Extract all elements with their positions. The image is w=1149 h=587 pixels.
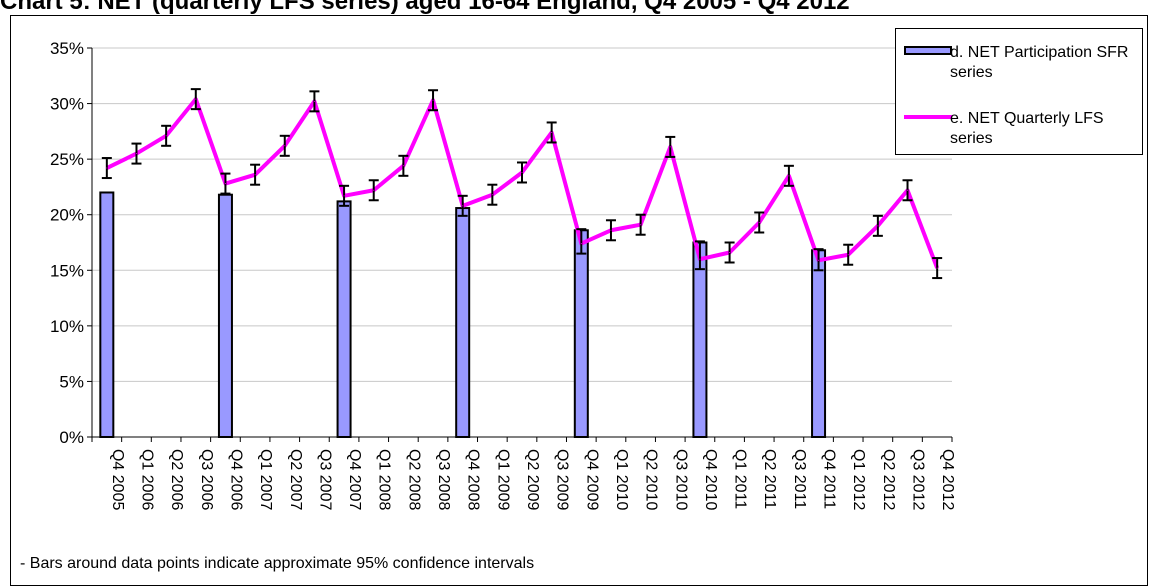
- legend-label-lfs: e. NET Quarterly LFS series: [950, 110, 1104, 147]
- x-tick-label: Q2 2009: [524, 449, 541, 510]
- lfs-data-point: [610, 229, 612, 231]
- lfs-data-point: [521, 171, 523, 173]
- x-tick-label: Q3 2010: [672, 449, 689, 510]
- y-tick-label: 0%: [59, 428, 84, 447]
- x-tick-label: Q4 2009: [583, 449, 600, 510]
- bar: [99, 191, 115, 438]
- y-tick-label: 20%: [50, 206, 84, 225]
- x-tick-label: Q4 2010: [702, 449, 719, 510]
- y-tick-label: 10%: [50, 317, 84, 336]
- bar: [692, 241, 708, 438]
- lfs-data-point: [462, 205, 464, 207]
- y-tick-label: 5%: [59, 372, 84, 391]
- x-tick-label: Q4 2011: [821, 449, 838, 509]
- bar: [455, 207, 471, 438]
- x-tick-label: Q1 2006: [138, 449, 155, 510]
- y-tick-label: 25%: [50, 150, 84, 169]
- x-tick-label: Q3 2011: [791, 449, 808, 509]
- x-tick-label: Q1 2010: [613, 449, 630, 510]
- x-tick-label: Q2 2006: [168, 449, 185, 510]
- x-tick-label: Q3 2007: [316, 449, 333, 510]
- lfs-data-point: [877, 225, 879, 227]
- chart-title: Chart 5: NET (quarterly LFS series) aged…: [0, 0, 850, 15]
- x-tick-label: Q2 2010: [643, 449, 660, 510]
- bar: [217, 193, 233, 438]
- legend: d. NET Participation SFR series e. NET Q…: [895, 28, 1143, 155]
- lfs-data-point: [373, 189, 375, 191]
- legend-bar-swatch: [904, 46, 952, 55]
- lfs-data-point: [165, 135, 167, 137]
- bar: [336, 200, 352, 438]
- x-tick-label: Q1 2009: [494, 449, 511, 510]
- lfs-data-point: [343, 195, 345, 197]
- lfs-data-point: [195, 98, 197, 100]
- lfs-data-point: [640, 224, 642, 226]
- x-tick-label: Q1 2008: [376, 449, 393, 510]
- x-tick-label: Q2 2012: [880, 449, 897, 510]
- lfs-data-point: [669, 146, 671, 148]
- x-tick-label: Q3 2009: [554, 449, 571, 510]
- lfs-data-point: [254, 174, 256, 176]
- lfs-data-point: [729, 252, 731, 254]
- lfs-data-point: [936, 267, 938, 269]
- footnote: - Bars around data points indicate appro…: [20, 555, 535, 572]
- x-tick-label: Q4 2008: [465, 449, 482, 510]
- x-tick-label: Q4 2012: [939, 449, 956, 510]
- x-tick-label: Q1 2012: [850, 449, 867, 510]
- lfs-data-point: [758, 221, 760, 223]
- lfs-data-point: [907, 189, 909, 191]
- lfs-data-point: [788, 175, 790, 177]
- lfs-data-point: [432, 99, 434, 101]
- x-tick-label: Q3 2008: [435, 449, 452, 510]
- y-tick-label: 15%: [50, 261, 84, 280]
- x-tick-label: Q4 2006: [227, 449, 244, 510]
- lfs-data-point: [224, 183, 226, 185]
- x-tick-label: Q1 2011: [732, 449, 749, 509]
- legend-line-swatch: [904, 115, 952, 119]
- lfs-data-point: [106, 167, 108, 169]
- lfs-data-point: [402, 165, 404, 167]
- x-tick-label: Q4 2005: [109, 449, 126, 510]
- lfs-data-point: [135, 153, 137, 155]
- x-tick-label: Q3 2006: [198, 449, 215, 510]
- x-tick-label: Q4 2007: [346, 449, 363, 510]
- lfs-data-point: [284, 145, 286, 147]
- legend-label-sfr: d. NET Participation SFR series: [950, 44, 1129, 81]
- bar: [573, 229, 589, 438]
- lfs-data-point: [580, 243, 582, 245]
- bar: [811, 249, 827, 438]
- x-tick-label: Q1 2007: [257, 449, 274, 510]
- x-tick-label: Q2 2011: [761, 449, 778, 509]
- lfs-data-point: [847, 254, 849, 256]
- x-tick-label: Q2 2008: [405, 449, 422, 510]
- x-tick-label: Q2 2007: [287, 449, 304, 510]
- lfs-data-point: [313, 100, 315, 102]
- lfs-data-point: [551, 131, 553, 133]
- x-tick-label: Q3 2012: [910, 449, 927, 510]
- y-tick-label: 35%: [50, 39, 84, 58]
- lfs-data-point: [818, 259, 820, 261]
- lfs-data-point: [699, 258, 701, 260]
- lfs-data-point: [491, 194, 493, 196]
- y-tick-label: 30%: [50, 95, 84, 114]
